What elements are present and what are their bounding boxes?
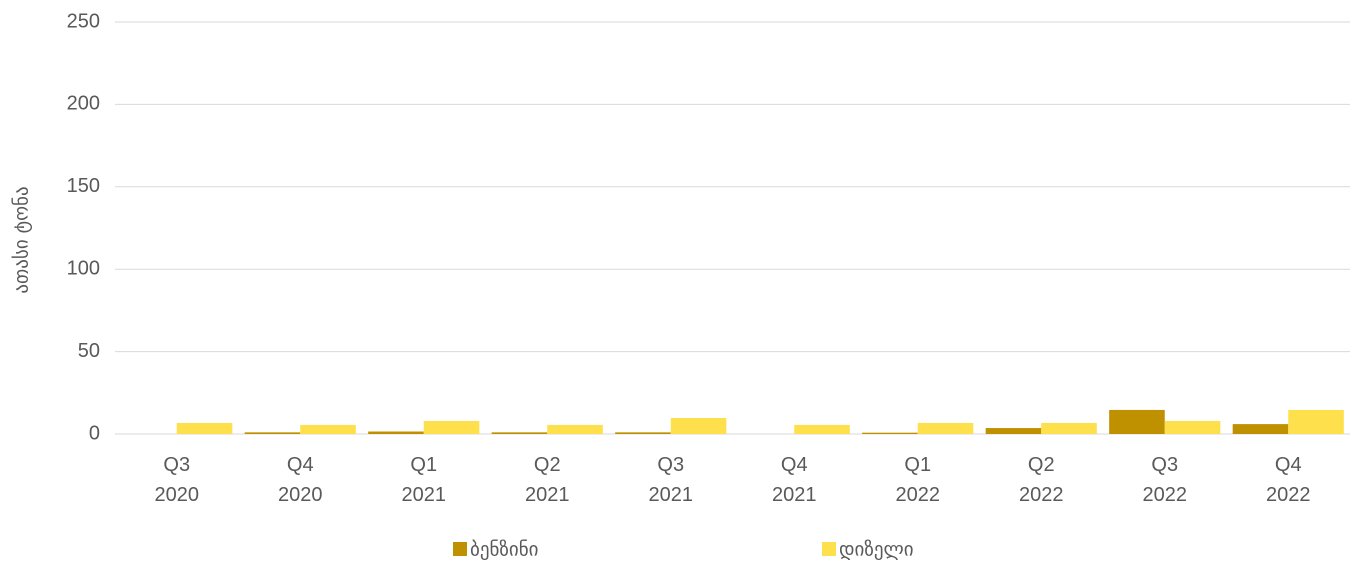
bar [491, 432, 548, 434]
bar [794, 424, 850, 434]
x-tick-label: Q4 2021 [772, 454, 817, 506]
y-axis-label: ათასი ტონა [11, 186, 33, 293]
y-tick-label: 200 [67, 93, 100, 115]
bar [985, 428, 1042, 434]
bar [1109, 409, 1165, 434]
x-tick-label: Q4 2020 [278, 454, 323, 506]
bar [670, 418, 727, 434]
bar [615, 432, 671, 434]
x-tick-label: Q1 2021 [402, 454, 447, 506]
bar [1232, 424, 1289, 434]
y-tick-label: 100 [67, 257, 100, 279]
legend-label: ბენზინი [470, 539, 539, 561]
legend-swatch [822, 542, 836, 556]
x-tick-label: Q4 2022 [1266, 454, 1311, 506]
y-tick-label: 50 [78, 340, 100, 362]
y-tick-label: 0 [89, 422, 100, 444]
bar [862, 432, 918, 434]
y-tick-label: 250 [67, 10, 100, 32]
bar [1288, 409, 1344, 434]
bar [176, 422, 233, 434]
bar [1164, 420, 1221, 434]
bar [547, 424, 603, 434]
x-tick-label: Q3 2021 [649, 454, 694, 506]
bar [244, 432, 301, 434]
bar [1041, 422, 1097, 434]
legend-swatch [453, 542, 467, 556]
x-tick-label: Q1 2022 [896, 454, 941, 506]
x-tick-label: Q3 2022 [1143, 454, 1188, 506]
x-tick-label: Q3 2020 [155, 454, 200, 506]
legend-label: დიზელი [839, 539, 914, 561]
bar [917, 422, 974, 434]
bar [368, 431, 424, 434]
x-tick-label: Q2 2021 [525, 454, 570, 506]
y-tick-label: 150 [67, 175, 100, 197]
x-tick-label: Q2 2022 [1019, 454, 1064, 506]
bar [423, 420, 480, 434]
bar [300, 424, 356, 434]
